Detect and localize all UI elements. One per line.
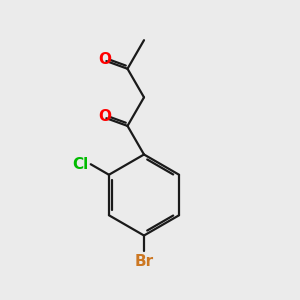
Text: O: O xyxy=(98,109,111,124)
Text: Cl: Cl xyxy=(72,157,88,172)
Text: Br: Br xyxy=(134,254,154,268)
Text: O: O xyxy=(98,52,111,67)
